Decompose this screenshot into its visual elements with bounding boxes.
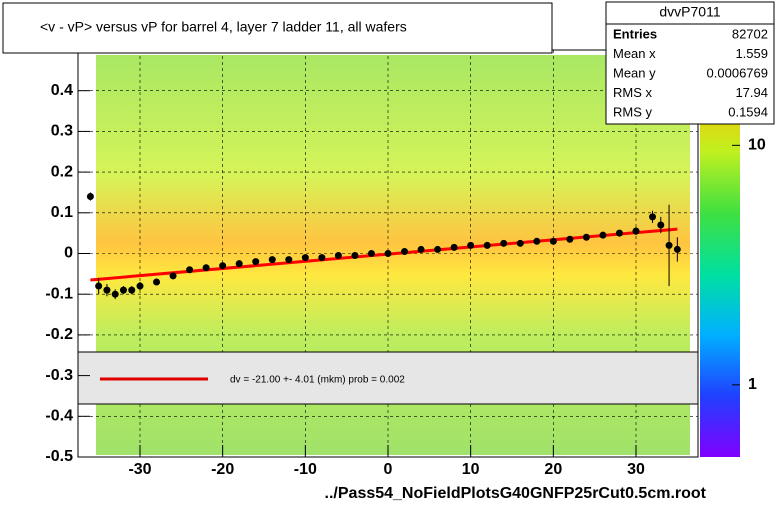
stats-label: RMS y	[613, 104, 653, 119]
data-point	[632, 227, 640, 235]
y-tick-label: 0.4	[51, 82, 73, 99]
stats-value: 82702	[732, 26, 768, 41]
stats-label: RMS x	[613, 85, 653, 100]
x-tick-label: 20	[544, 461, 562, 478]
stats-name: dvvP7011	[659, 4, 720, 20]
stats-value: 0.0006769	[707, 65, 768, 80]
stats-box	[605, 1, 775, 125]
colorbar-tick-label: 1	[748, 376, 757, 393]
data-point	[252, 258, 260, 266]
data-point	[500, 239, 508, 247]
data-point	[516, 239, 524, 247]
colorbar-tick-label: 10	[748, 137, 766, 154]
data-point	[235, 260, 243, 268]
data-point	[417, 245, 425, 253]
x-tick-label: -20	[211, 461, 234, 478]
data-point	[582, 233, 590, 241]
stats-value: 0.1594	[728, 104, 768, 119]
chart-title: <v - vP> versus vP for barrel 4, layer 7…	[40, 19, 407, 35]
y-tick-label: -0.1	[45, 285, 73, 302]
data-point	[103, 286, 111, 294]
data-point	[649, 213, 657, 221]
legend-box	[77, 351, 699, 405]
data-point	[665, 241, 673, 249]
y-tick-label: -0.5	[45, 448, 73, 465]
data-point	[334, 252, 342, 260]
x-axis-label: ../Pass54_NoFieldPlotsG40GNFP25rCut0.5cm…	[325, 485, 707, 502]
y-tick-label: -0.4	[45, 408, 73, 425]
data-point	[599, 231, 607, 239]
data-point	[111, 290, 119, 298]
y-tick-label: -0.3	[45, 367, 73, 384]
data-point	[169, 272, 177, 280]
y-tick-label: 0.2	[51, 163, 73, 180]
data-point	[119, 286, 127, 294]
x-tick-label: 0	[384, 461, 393, 478]
y-tick-label: 0.1	[51, 204, 73, 221]
data-point	[483, 241, 491, 249]
stats-value: 17.94	[735, 85, 768, 100]
data-point	[202, 264, 210, 272]
stats-label: Mean x	[613, 46, 656, 61]
data-point	[615, 229, 623, 237]
x-tick-label: 30	[627, 461, 645, 478]
data-point	[86, 193, 94, 201]
data-point	[128, 286, 136, 294]
stats-label: Mean y	[613, 65, 656, 80]
data-point	[219, 262, 227, 270]
data-point	[533, 237, 541, 245]
y-tick-label: -0.2	[45, 326, 73, 343]
data-point	[434, 245, 442, 253]
y-tick-label: 0	[64, 245, 73, 262]
x-tick-label: 10	[462, 461, 480, 478]
x-tick-label: -30	[128, 461, 151, 478]
data-point	[153, 278, 161, 286]
stats-label: Entries	[613, 26, 657, 41]
data-point	[186, 266, 194, 274]
data-point	[318, 254, 326, 262]
data-point	[95, 282, 103, 290]
data-point	[351, 252, 359, 260]
stats-value: 1.559	[735, 46, 768, 61]
title-box	[2, 2, 553, 54]
data-point	[401, 247, 409, 255]
data-point	[384, 250, 392, 257]
data-point	[268, 256, 276, 264]
y-tick-label: 0.3	[51, 123, 73, 140]
data-point	[673, 245, 681, 253]
legend-text: dv = -21.00 +- 4.01 (mkm) prob = 0.002	[230, 375, 405, 386]
data-point	[285, 256, 293, 264]
data-point	[301, 254, 309, 262]
x-tick-label: -10	[294, 461, 317, 478]
data-point	[450, 243, 458, 251]
data-point	[566, 235, 574, 243]
data-point	[367, 250, 375, 257]
data-point	[549, 237, 557, 245]
data-point	[467, 241, 475, 249]
data-point	[657, 221, 665, 229]
data-point	[136, 282, 144, 290]
